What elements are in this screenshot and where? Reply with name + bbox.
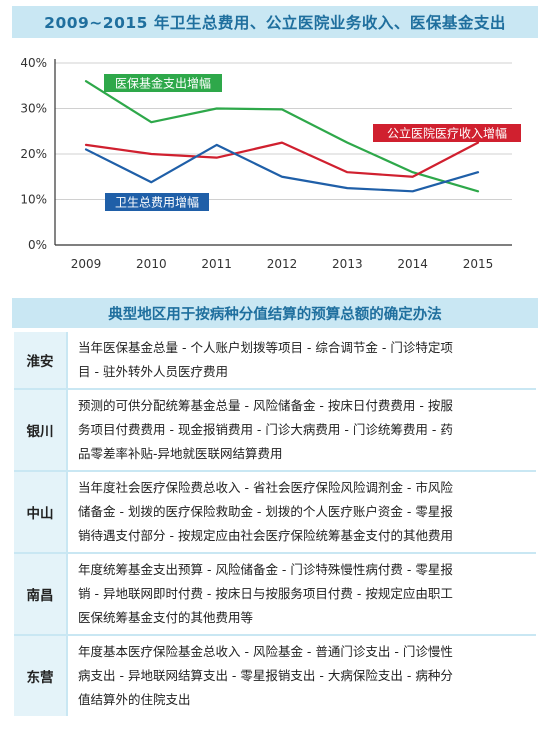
- region-description: 当年医保基金总量 - 个人账户划拨等项目 - 综合调节金 - 门诊特定项目 - …: [67, 332, 536, 390]
- region-name: 银川: [14, 389, 68, 472]
- description-line: 当年度社会医疗保险费总收入 - 省社会医疗保险风险调剂金 - 市风险: [78, 480, 453, 495]
- description-line: 年度基本医疗保险基金总收入 - 风险基金 - 普通门诊支出 - 门诊慢性: [78, 644, 453, 659]
- region-name: 东营: [14, 635, 68, 716]
- description-line: 年度统筹基金支出预算 - 风险储备金 - 门诊特殊慢性病付费 - 零星报: [78, 562, 453, 577]
- y-tick-label: 10%: [20, 193, 47, 207]
- description-line: 病支出 - 异地联网结算支出 - 零星报销支出 - 大病保险支出 - 病种分: [78, 668, 453, 683]
- x-tick-label: 2015: [463, 257, 494, 271]
- series-label: 医保基金支出增幅: [115, 76, 211, 91]
- x-tick-label: 2013: [332, 257, 363, 271]
- table-row: 银川 预测的可供分配统筹基金总量 - 风险储备金 - 按床日付费费用 - 按服 务项…: [14, 389, 536, 472]
- series-label-box: [105, 193, 209, 211]
- table-row: 中山 当年度社会医疗保险费总收入 - 省社会医疗保险风险调剂金 - 市风险 储备金 …: [14, 471, 536, 554]
- region-name: 中山: [14, 471, 68, 554]
- y-tick-label: 30%: [20, 102, 47, 116]
- region-name: 淮安: [14, 332, 68, 390]
- y-tick-label: 20%: [20, 147, 47, 161]
- region-description: 年度基本医疗保险基金总收入 - 风险基金 - 普通门诊支出 - 门诊慢性 病支出 …: [67, 635, 536, 716]
- y-tick-label: 40%: [20, 56, 47, 70]
- x-tick-label: 2014: [397, 257, 428, 271]
- line-chart: 0% 10% 20% 30% 40% 2009 2010 2011 2012 2013 2014 20…: [20, 56, 521, 271]
- x-tick-label: 2012: [267, 257, 298, 271]
- series-label: 卫生总费用增幅: [115, 195, 199, 210]
- chart-title: 2009~2015 年卫生总费用、公立医院业务收入、医保基金支出: [12, 6, 538, 38]
- series-line-2: [84, 143, 480, 193]
- table-row: 东营 年度基本医疗保险基金总收入 - 风险基金 - 普通门诊支出 - 门诊慢性 病支…: [14, 635, 536, 716]
- series-label-box: [104, 74, 222, 92]
- region-description: 年度统筹基金支出预算 - 风险储备金 - 门诊特殊慢性病付费 - 零星报销 - …: [67, 553, 536, 636]
- series-label: 公立医院医疗收入增幅: [387, 126, 507, 141]
- description-line: 销待遇支付部分 - 按规定应由社会医疗保险统筹基金支付的其他费用: [78, 528, 453, 543]
- description-line: 医保统筹基金支付的其他费用等: [78, 610, 254, 625]
- x-tick-label: 2009: [71, 257, 102, 271]
- series-line-1: [84, 141, 480, 178]
- region-name: 南昌: [14, 553, 68, 636]
- series-label-box: [373, 124, 521, 142]
- description-line: 预测的可供分配统筹基金总量 - 风险储备金 - 按床日付费费用 - 按服: [78, 398, 453, 413]
- x-tick-label: 2011: [201, 257, 232, 271]
- description-line: 目 - 驻外转外人员医疗费用: [78, 364, 228, 379]
- description-line: 品零差率补贴-异地就医联网结算费用: [78, 446, 283, 461]
- region-description: 预测的可供分配统筹基金总量 - 风险储备金 - 按床日付费费用 - 按服 务项目付…: [67, 389, 536, 472]
- table-row: 淮安 当年医保基金总量 - 个人账户划拨等项目 - 综合调节金 - 门诊特定项目 …: [14, 332, 536, 390]
- series-line-0: [84, 80, 480, 193]
- y-tick-label: 0%: [28, 238, 47, 252]
- region-table: 淮安 当年医保基金总量 - 个人账户划拨等项目 - 综合调节金 - 门诊特定项目 …: [14, 332, 536, 716]
- table-row: 南昌 年度统筹基金支出预算 - 风险储备金 - 门诊特殊慢性病付费 - 零星报销 …: [14, 553, 536, 636]
- description-line: 值结算外的住院支出: [78, 692, 191, 707]
- description-line: 储备金 - 划拨的医疗保险救助金 - 划拨的个人医疗账户资金 - 零星报: [78, 504, 453, 519]
- x-tick-label: 2010: [136, 257, 167, 271]
- axes: 0% 10% 20% 30% 40% 2009 2010 2011 2012 2013 2014 20…: [20, 56, 512, 271]
- description-line: 销 - 异地联网即时付费 - 按床日与按服务项目付费 - 按规定应由职工: [78, 586, 453, 601]
- description-line: 务项目付费费用 - 现金报销费用 - 门诊大病费用 - 门诊统筹费用 - 药: [78, 422, 453, 437]
- region-description: 当年度社会医疗保险费总收入 - 省社会医疗保险风险调剂金 - 市风险 储备金 - …: [67, 471, 536, 554]
- table-title: 典型地区用于按病种分值结算的预算总额的确定办法: [12, 298, 538, 328]
- series-lines: [84, 80, 480, 193]
- description-line: 当年医保基金总量 - 个人账户划拨等项目 - 综合调节金 - 门诊特定项: [78, 340, 453, 355]
